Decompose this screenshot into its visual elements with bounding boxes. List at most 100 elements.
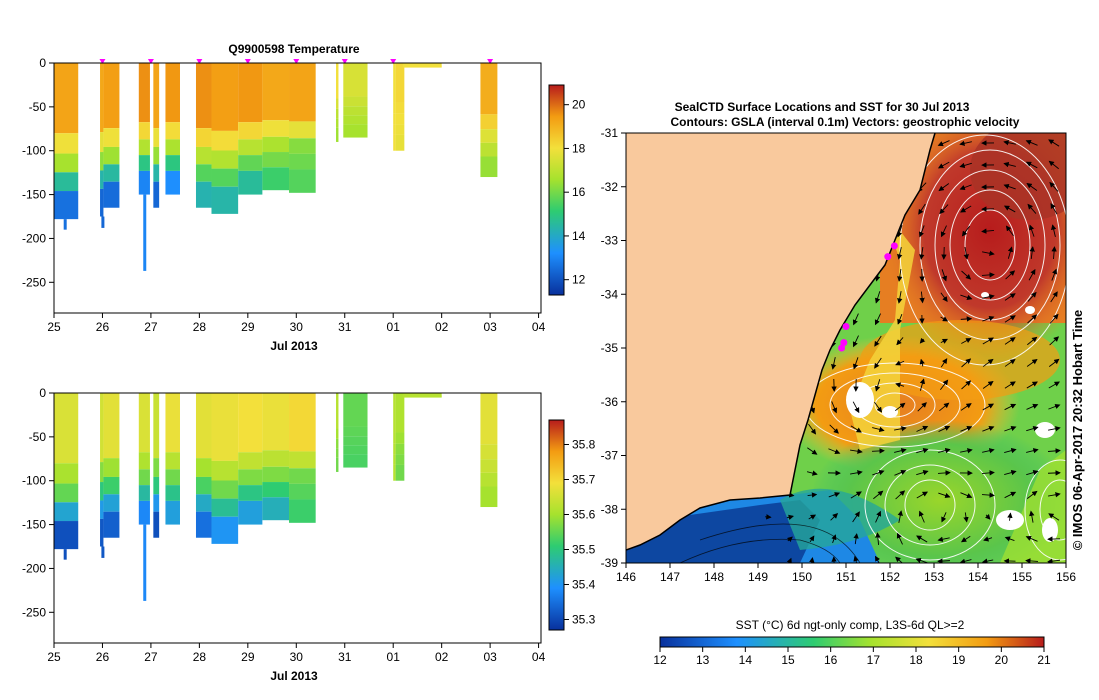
profile-cell	[262, 497, 290, 521]
profile-cell	[343, 454, 368, 468]
velocity-vector	[850, 448, 863, 454]
profile-cell	[395, 393, 405, 433]
profile-cell	[100, 170, 104, 189]
velocity-vector	[806, 470, 818, 476]
profile-cell	[262, 466, 290, 483]
velocity-vector	[1026, 358, 1038, 367]
profile-cell	[165, 170, 180, 195]
velocity-vector	[1026, 381, 1038, 389]
velocity-vector	[872, 426, 885, 432]
sst-colorbar-tick-label: 16	[824, 653, 838, 667]
imos-timestamp-label: © IMOS 06-Apr-2017 20:32 Hobart Time	[1070, 310, 1085, 551]
velocity-vector	[896, 225, 903, 238]
velocity-vector	[1027, 291, 1037, 302]
profile-cell	[393, 464, 396, 481]
map-x-tick-label: 151	[836, 570, 856, 584]
profile-tail	[63, 219, 67, 230]
profile-cell	[211, 186, 239, 214]
sst-colorbar-ticks: 12 13 14 15 16 17 18 19 20 21	[653, 647, 1051, 667]
profile-cell	[153, 63, 160, 129]
velocity-vector	[896, 337, 904, 346]
y-tick-label: 0	[39, 386, 46, 400]
velocity-vector	[982, 337, 994, 345]
profile-tail	[101, 546, 105, 558]
profile-cell	[195, 393, 212, 459]
velocity-vector	[895, 490, 906, 500]
velocity-vector	[981, 228, 995, 234]
velocity-vector	[853, 533, 859, 545]
velocity-vector	[916, 425, 929, 432]
profile-cell	[289, 393, 316, 452]
profile-cell	[54, 521, 79, 550]
profile-cell	[402, 394, 442, 396]
velocity-vector	[1048, 139, 1060, 147]
velocity-vector	[874, 401, 883, 413]
profile-cell	[402, 395, 442, 397]
profile-cell	[343, 426, 368, 437]
profile-cell	[54, 172, 79, 192]
profile-cell	[211, 498, 239, 517]
map-x-tick-label: 153	[924, 570, 944, 584]
profile-cell	[153, 476, 160, 495]
profile-cell	[402, 66, 442, 68]
x-tick-label: 27	[144, 320, 158, 334]
velocity-vector	[982, 250, 995, 256]
profile-cell	[103, 181, 120, 208]
profile-cell	[153, 146, 160, 165]
profile-cell	[262, 393, 290, 451]
velocity-vector	[894, 402, 906, 412]
profile-cell	[165, 485, 180, 501]
sst-map-panel: SealCTD Surface Locations and SST for 30…	[601, 100, 1085, 667]
velocity-vector	[937, 140, 950, 147]
velocity-vector	[1007, 246, 1014, 259]
x-tick-label: 30	[290, 320, 304, 334]
y-tick-label: -150	[22, 188, 46, 202]
velocity-vector	[940, 379, 949, 391]
velocity-vector	[895, 360, 905, 366]
temperature-panel: Q9900598 Temperature 0 -50 -100 -150 -200 -25…	[22, 42, 586, 353]
y-tick-label: 0	[39, 56, 46, 70]
profile-cell	[480, 63, 498, 115]
profile-cell	[100, 63, 104, 133]
salinity-panel: 0 -50 -100 -150 -200 -250 25 26 27 28 29 30 31 01 02 0…	[22, 386, 596, 683]
map-y-axis: -31 -32 -33 -34 -35 -36 -37 -38 -39	[601, 126, 626, 570]
velocity-vector	[960, 294, 973, 301]
profile-cell	[153, 393, 160, 459]
profile-cell	[336, 63, 339, 99]
map-x-tick-label: 154	[968, 570, 988, 584]
profile-cell	[138, 63, 150, 123]
velocity-vector	[959, 162, 972, 169]
velocity-vector	[1048, 426, 1061, 432]
sst-colorbar-tick-label: 15	[781, 653, 795, 667]
velocity-vector	[895, 382, 905, 388]
x-tick-label: 27	[144, 650, 158, 664]
x-tick-label: 26	[96, 650, 110, 664]
velocity-vector	[1047, 470, 1061, 476]
profile-cell	[54, 393, 79, 464]
profile-cell	[238, 500, 263, 525]
x-tick-label: 04	[532, 320, 546, 334]
velocity-vector	[916, 447, 929, 454]
velocity-vector	[1048, 381, 1060, 389]
velocity-vector	[830, 513, 839, 521]
velocity-vector	[1004, 293, 1016, 301]
salinity-x-label: Jul 2013	[270, 669, 318, 683]
velocity-vector	[918, 203, 926, 215]
profile-cell	[165, 393, 180, 453]
velocity-vector	[982, 315, 995, 322]
profile-cell	[195, 494, 212, 512]
velocity-vector	[960, 492, 973, 499]
velocity-vector	[1051, 268, 1058, 281]
x-tick-label: 31	[338, 650, 352, 664]
profile-cell	[262, 482, 290, 498]
profile-cell	[343, 63, 368, 97]
profile-cell	[211, 393, 239, 461]
map-y-tick-label: -36	[601, 395, 619, 409]
y-tick-label: -100	[22, 474, 46, 488]
temperature-x-axis: 25 26 27 28 29 30 31 01 02 03 04	[47, 313, 546, 334]
temperature-y-axis: 0 -50 -100 -150 -200 -250	[22, 56, 54, 289]
profile-cell	[100, 518, 104, 547]
profile-cell	[393, 454, 396, 465]
velocity-vector	[1004, 536, 1015, 542]
profile-cell	[211, 460, 239, 481]
